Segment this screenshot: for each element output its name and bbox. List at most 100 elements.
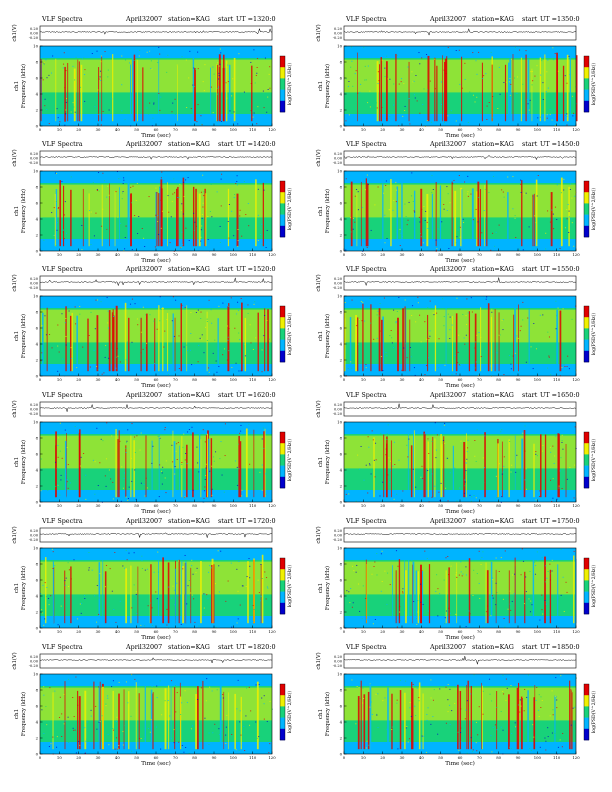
spectrogram-speckle [164,427,166,428]
spectrogram-speckle [514,47,516,48]
spectrogram-speckle [545,740,547,742]
spectrogram-speckle [421,570,423,572]
spectrogram-speckle [82,121,85,123]
spectrogram-speckle [555,677,557,679]
y-tick-label: 8 [340,185,343,190]
spectrogram-speckle [445,557,447,559]
spectrogram-speckle [539,314,541,316]
spectrogram-speckle [366,597,369,599]
spectrogram-speckle [96,728,98,730]
spectrogram-speckle [219,734,221,736]
spectrogram-speckle [138,216,140,217]
spectrogram-speckle [451,374,453,376]
spectrogram-speckle [387,572,389,574]
spectrogram-speckle [435,239,437,241]
spectrogram-burst [528,309,530,372]
y-tick-label: 6 [36,326,39,331]
spectrogram-speckle [429,97,431,98]
x-tick-label: 90 [516,755,521,760]
spectrogram-speckle [478,550,480,552]
x-tick-label: 40 [115,755,120,760]
spectrogram-speckle [537,560,539,562]
spectrogram-speckle [141,228,143,229]
spectrogram-burst [113,315,115,372]
y-axis-side-label: ch1 [318,81,324,91]
x-tick-label: 60 [458,629,463,634]
waveform-y-tick: -0.20 [29,286,39,290]
spectrogram-speckle [467,439,469,441]
spectrogram-speckle [167,374,169,375]
spectrogram-speckle [250,342,252,344]
spectrogram-speckle [204,326,207,328]
spectrogram-burst [222,54,225,122]
spectrogram-speckle [467,121,469,123]
spectrogram-speckle [417,111,419,113]
spectrogram-speckle [49,683,51,684]
spectrogram-speckle [240,370,242,372]
spectrogram-band [40,596,272,616]
spectrogram-speckle [43,234,45,236]
spectrogram-speckle [246,576,248,578]
spectrogram-speckle [532,724,534,726]
spectrogram-speckle [574,464,576,466]
x-tick-label: 60 [154,377,159,382]
spectrogram-speckle [442,439,445,441]
spectrogram-speckle [476,73,478,75]
x-tick-label: 120 [268,755,276,760]
spectrogram-speckle [518,612,520,614]
spectrogram-speckle [232,78,234,80]
spectrogram-speckle [396,371,398,373]
spectrogram-speckle [124,725,126,727]
spectrogram-speckle [236,622,238,624]
spectrogram-speckle [509,746,511,748]
spectrogram-speckle [386,728,388,730]
spectrogram-speckle [210,86,212,88]
spectrogram-speckle [359,697,361,699]
spectrogram-speckle [99,721,101,723]
spectrogram-speckle [399,606,401,608]
spectrogram-speckle [99,173,101,175]
spectrogram-burst [225,67,227,122]
spectrogram-speckle [80,456,82,458]
spectrogram-speckle [144,495,146,497]
spectrogram-burst [52,561,54,624]
spectrogram-speckle [227,339,229,341]
spectrogram-speckle [57,345,59,347]
spectrogram-speckle [82,428,84,430]
spectrogram-speckle [159,109,161,111]
spectrogram-speckle [64,429,66,431]
spectrogram-speckle [570,690,573,692]
spectrogram-burst [418,682,421,750]
y-axis-label: Frequency (kHz) [324,64,331,108]
spectrogram-speckle [242,585,244,587]
spectrogram-speckle [136,613,138,615]
spectrogram-speckle [90,211,92,213]
spectrogram-speckle [265,473,267,475]
colorbar-segment [584,465,589,478]
spectrogram-speckle [449,472,451,474]
spectrogram-speckle [410,195,413,197]
spectrogram-speckle [554,53,556,54]
spectrogram-speckle [252,605,254,606]
spectrogram-speckle [545,749,547,751]
spectrogram-speckle [116,171,119,173]
spectrogram-speckle [386,439,388,441]
spectrogram-speckle [99,462,101,464]
spectrogram-speckle [263,189,265,191]
y-axis-side-label: ch1 [318,457,324,467]
spectrogram-speckle [551,501,553,502]
spectrogram-speckle [258,736,260,738]
x-tick-label: 0 [39,755,42,760]
spectrogram-speckle [65,336,67,338]
spectrogram-speckle [166,608,168,610]
y-tick-label: 10 [33,294,38,299]
spectrogram-speckle [171,201,173,203]
spectrogram-speckle [199,337,201,339]
spectrogram-speckle [154,246,156,248]
x-tick-label: 10 [57,252,62,257]
spectrogram-speckle [485,298,487,300]
spectrogram-speckle [365,364,367,365]
spectrogram-burst [260,564,262,624]
spectrogram-speckle [171,111,173,113]
waveform-frame [39,150,273,166]
